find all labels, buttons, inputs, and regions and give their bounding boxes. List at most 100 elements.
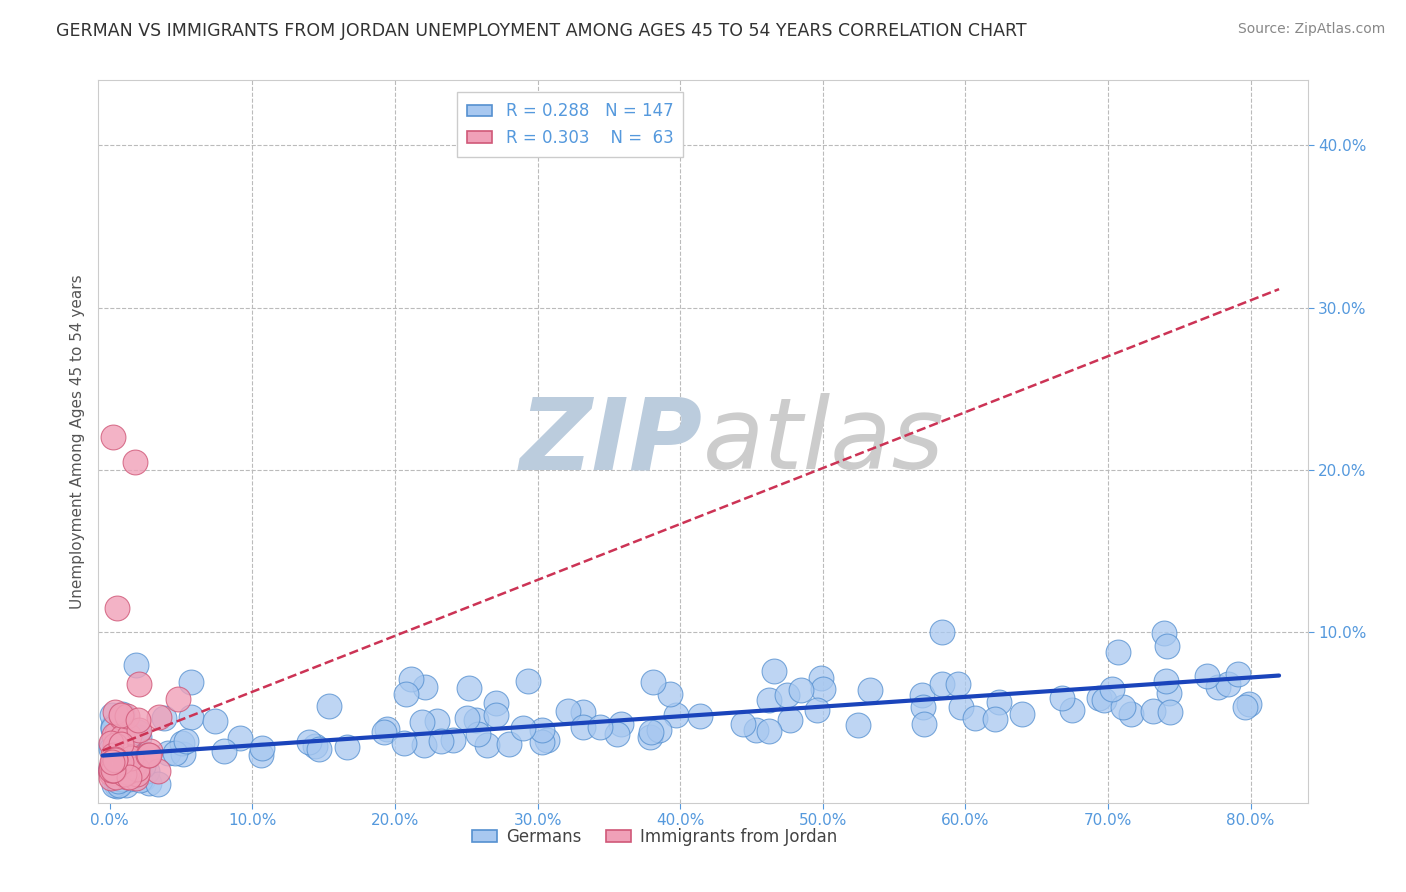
- Point: [101, 766, 124, 780]
- Point: [111, 753, 134, 767]
- Point: [110, 755, 132, 769]
- Point: [115, 749, 138, 764]
- Point: [100, 742, 122, 756]
- Point: [1218, 677, 1240, 691]
- Point: [758, 724, 780, 739]
- Point: [125, 767, 148, 781]
- Point: [415, 680, 437, 694]
- Point: [107, 740, 129, 755]
- Point: [105, 777, 128, 791]
- Point: [115, 765, 138, 780]
- Point: [103, 728, 125, 742]
- Point: [104, 738, 127, 752]
- Point: [963, 711, 986, 725]
- Point: [110, 712, 132, 726]
- Point: [131, 759, 153, 773]
- Point: [121, 753, 143, 767]
- Point: [100, 764, 122, 779]
- Point: [105, 756, 128, 770]
- Point: [157, 746, 180, 760]
- Point: [931, 677, 953, 691]
- Point: [731, 716, 754, 731]
- Point: [485, 697, 508, 711]
- Point: [392, 736, 415, 750]
- Point: [846, 717, 869, 731]
- Point: [212, 744, 235, 758]
- Point: [108, 778, 131, 792]
- Point: [1153, 626, 1175, 640]
- Point: [530, 723, 553, 738]
- Point: [101, 763, 124, 777]
- Point: [789, 682, 811, 697]
- Point: [127, 762, 149, 776]
- Point: [165, 746, 187, 760]
- Point: [135, 764, 157, 778]
- Point: [204, 714, 226, 728]
- Point: [640, 725, 662, 739]
- Point: [441, 733, 464, 747]
- Point: [108, 772, 131, 786]
- Point: [132, 772, 155, 787]
- Point: [174, 734, 197, 748]
- Point: [1195, 668, 1218, 682]
- Point: [1088, 690, 1111, 705]
- Point: [118, 729, 141, 743]
- Point: [1112, 700, 1135, 714]
- Point: [108, 764, 131, 778]
- Point: [180, 709, 202, 723]
- Point: [912, 700, 935, 714]
- Point: [110, 737, 132, 751]
- Point: [101, 747, 124, 762]
- Point: [1052, 690, 1074, 705]
- Point: [103, 764, 125, 778]
- Point: [413, 739, 436, 753]
- Point: [1154, 673, 1177, 688]
- Point: [517, 673, 540, 688]
- Point: [659, 687, 682, 701]
- Point: [373, 724, 395, 739]
- Point: [100, 736, 122, 750]
- Point: [112, 766, 135, 780]
- Point: [103, 763, 125, 777]
- Point: [1159, 705, 1181, 719]
- Point: [105, 601, 128, 615]
- Point: [111, 707, 134, 722]
- Point: [128, 723, 150, 738]
- Point: [531, 734, 554, 748]
- Point: [229, 731, 252, 745]
- Point: [606, 726, 628, 740]
- Point: [138, 747, 160, 762]
- Point: [610, 716, 633, 731]
- Point: [988, 695, 1011, 709]
- Point: [426, 714, 449, 728]
- Point: [1142, 704, 1164, 718]
- Point: [104, 753, 127, 767]
- Point: [107, 757, 129, 772]
- Point: [101, 719, 124, 733]
- Point: [170, 736, 193, 750]
- Point: [107, 735, 129, 749]
- Point: [167, 691, 190, 706]
- Point: [946, 677, 969, 691]
- Text: Source: ZipAtlas.com: Source: ZipAtlas.com: [1237, 22, 1385, 37]
- Point: [125, 771, 148, 785]
- Point: [589, 720, 612, 734]
- Point: [100, 760, 122, 774]
- Point: [810, 671, 832, 685]
- Point: [689, 708, 711, 723]
- Point: [745, 723, 768, 737]
- Point: [115, 766, 138, 780]
- Point: [114, 750, 136, 764]
- Point: [105, 751, 128, 765]
- Point: [1237, 697, 1260, 711]
- Point: [101, 707, 124, 722]
- Point: [557, 704, 579, 718]
- Point: [107, 749, 129, 764]
- Point: [104, 761, 127, 775]
- Text: ZIP: ZIP: [520, 393, 703, 490]
- Point: [105, 756, 128, 771]
- Point: [110, 758, 132, 772]
- Point: [115, 709, 138, 723]
- Point: [103, 749, 125, 764]
- Point: [641, 675, 664, 690]
